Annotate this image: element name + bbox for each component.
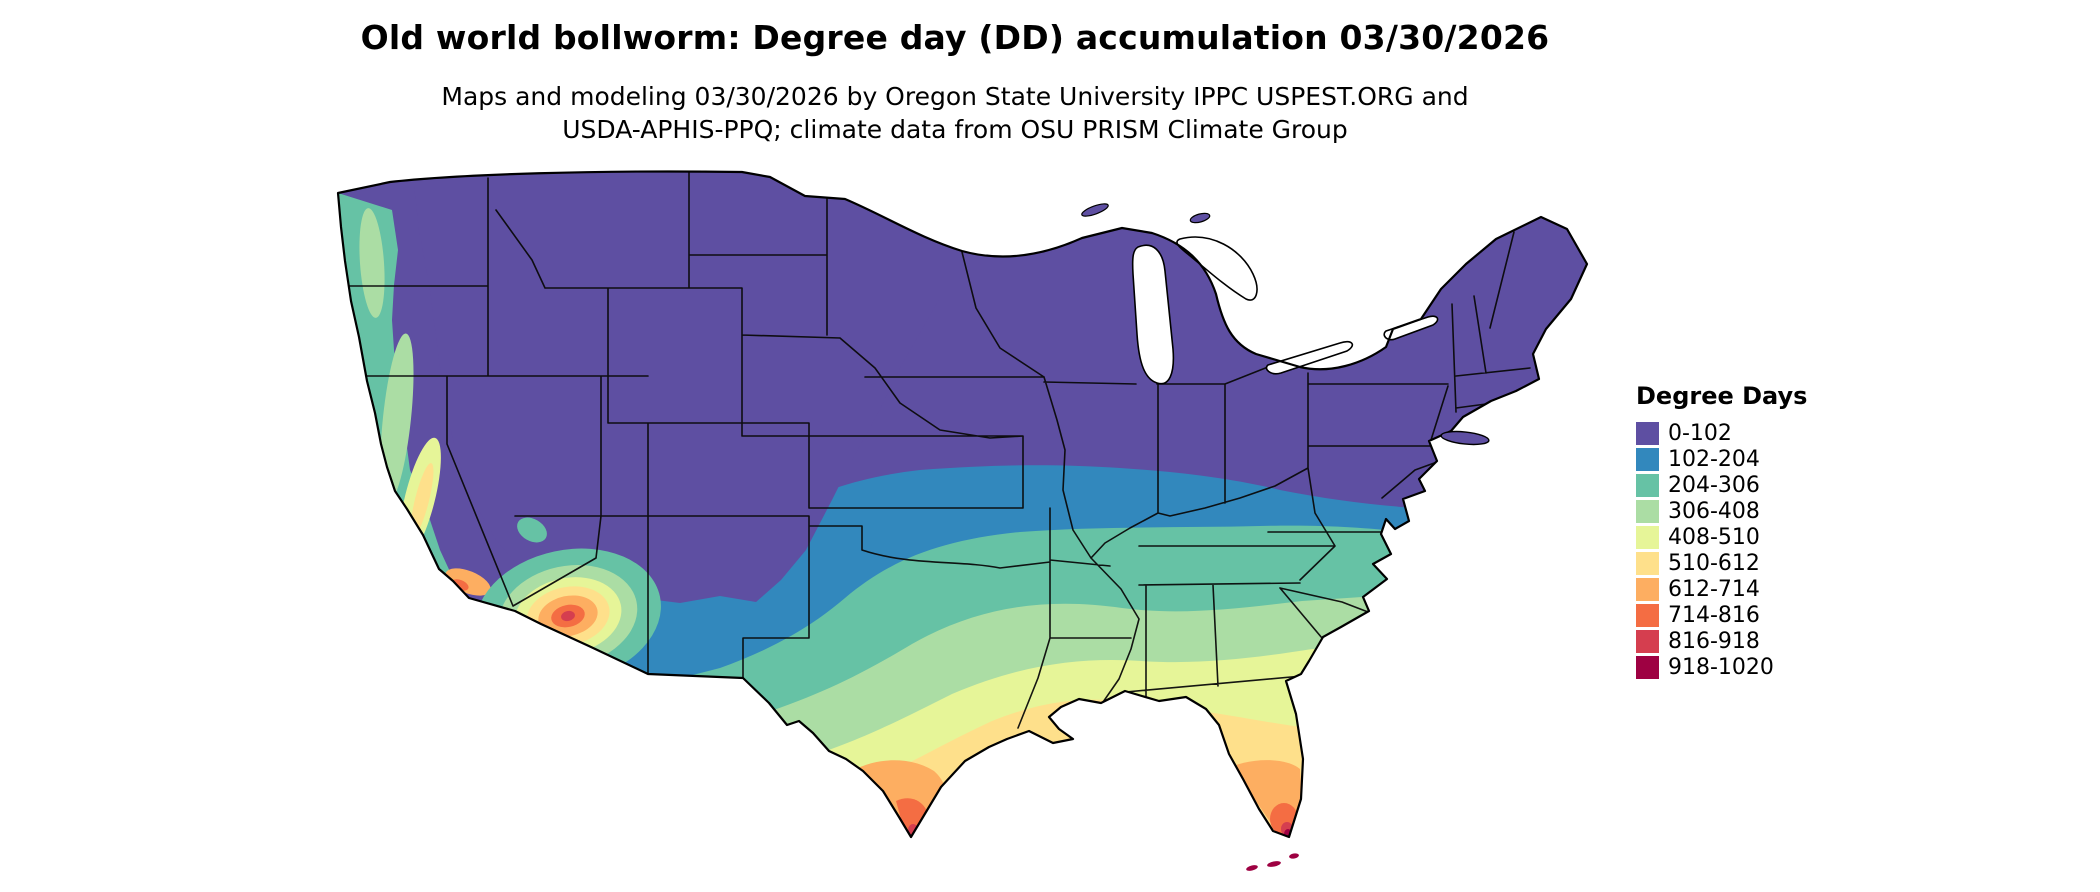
west-interior-purple (412, 171, 940, 603)
legend-items: 0-102 102-204 204-306 306-408 408-510 510-612… (1636, 420, 1807, 680)
legend-label: 306-408 (1668, 498, 1760, 524)
legend-item: 408-510 (1636, 524, 1807, 550)
legend-swatch (1636, 603, 1659, 627)
legend-item: 306-408 (1636, 498, 1807, 524)
legend-swatch (1636, 629, 1659, 653)
legend-label: 0-102 (1668, 420, 1732, 446)
legend-swatch (1636, 577, 1659, 601)
page-title: Old world bollworm: Degree day (DD) accu… (360, 18, 1550, 57)
us-degree-day-map (336, 170, 1589, 871)
legend-label: 510-612 (1668, 550, 1760, 576)
legend-swatch (1636, 655, 1659, 679)
lake-erie (1265, 340, 1354, 375)
legend-item: 102-204 (1636, 446, 1807, 472)
florida-keys-3 (1289, 853, 1299, 859)
legend-label: 102-204 (1668, 446, 1760, 472)
subtitle-line-1: Maps and modeling 03/30/2026 by Oregon S… (441, 82, 1469, 111)
legend-swatch (1636, 525, 1659, 549)
florida-keys-1 (1246, 865, 1258, 871)
socal-hot-patch (445, 568, 491, 596)
legend-label: 918-1020 (1668, 654, 1774, 680)
legend-swatch (1636, 421, 1659, 445)
legend-item: 612-714 (1636, 576, 1807, 602)
legend-swatch (1636, 551, 1659, 575)
florida-keys-2 (1267, 861, 1281, 867)
washington-coast-green (359, 208, 385, 318)
southern-nevada-patch (517, 517, 547, 543)
map-subtitle: Maps and modeling 03/30/2026 by Oregon S… (0, 80, 1910, 146)
legend-title: Degree Days (1636, 382, 1808, 410)
legend-item: 204-306 (1636, 472, 1807, 498)
legend-item: 816-918 (1636, 628, 1807, 654)
legend-item: 714-816 (1636, 602, 1807, 628)
legend-label: 612-714 (1668, 576, 1760, 602)
legend-label: 714-816 (1668, 602, 1760, 628)
lake-huron (1176, 236, 1258, 301)
legend-item: 510-612 (1636, 550, 1807, 576)
long-island (1440, 430, 1490, 446)
lake-ontario (1383, 315, 1439, 341)
legend-item: 0-102 (1636, 420, 1807, 446)
legend-swatch (1636, 447, 1659, 471)
lake-michigan (1131, 244, 1175, 385)
border-islands (1189, 212, 1211, 224)
legend-swatch (1636, 499, 1659, 523)
subtitle-line-2: USDA-APHIS-PPQ; climate data from OSU PR… (562, 115, 1348, 144)
legend-item: 918-1020 (1636, 654, 1807, 680)
legend-label: 816-918 (1668, 628, 1760, 654)
legend-label: 204-306 (1668, 472, 1760, 498)
isle-royale (1081, 203, 1109, 217)
map-container (300, 168, 1600, 885)
us-outline (336, 170, 1589, 839)
legend-label: 408-510 (1668, 524, 1760, 550)
offshore-features (1081, 203, 1490, 871)
legend: Degree Days 0-102 102-204 204-306 306-408 40… (1636, 382, 1807, 680)
central-valley-core (410, 463, 434, 537)
az-ring-core (561, 610, 575, 622)
legend-swatch (1636, 473, 1659, 497)
great-lakes (1131, 236, 1439, 385)
